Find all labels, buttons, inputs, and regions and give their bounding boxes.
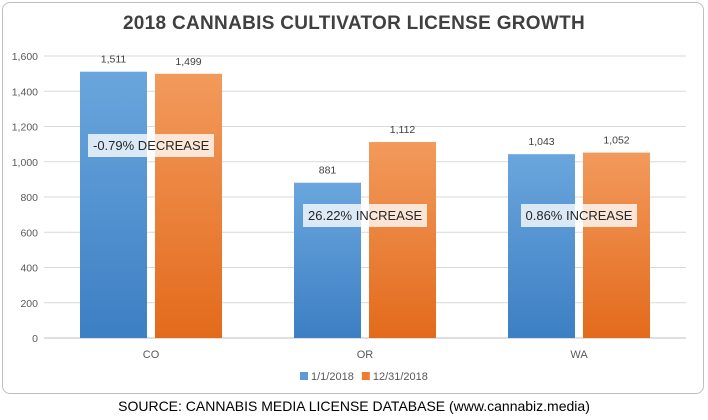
y-tick-label: 400 [20,263,38,275]
annotation-wa: 0.86% INCREASE [520,204,638,227]
y-tick-label: 800 [20,192,38,204]
bar-or-orange [369,142,436,338]
y-tick-label: 1,600 [12,51,38,63]
x-category-label: WA [570,349,588,361]
data-label: 1,043 [528,136,554,148]
x-category-label: CO [143,349,160,361]
bar-co-orange [155,73,222,339]
data-label: 1,112 [390,124,416,136]
y-tick-label: 600 [20,227,38,239]
y-tick-label: 1,400 [12,86,38,98]
y-tick-label: 200 [20,298,38,310]
legend-label: 12/31/2018 [373,371,428,383]
bar-wa-blue [508,154,575,338]
y-tick-label: 1,000 [12,157,38,169]
data-label: 1,052 [603,135,629,147]
bar-wa-orange [583,152,650,338]
source-caption: SOURCE: CANNABIS MEDIA LICENSE DATABASE … [118,398,590,414]
legend-swatch-orange [361,372,370,380]
annotation-or: 26.22% INCREASE [303,204,428,227]
chart-title: 2018 CANNABIS CULTIVATOR LICENSE GROWTH [122,13,586,34]
x-category-label: OR [357,349,374,361]
bar-co-blue [80,71,147,338]
y-tick-label: 1,200 [12,122,38,134]
legend-swatch-blue [300,372,308,380]
data-label: 1,499 [175,56,201,68]
data-label: 1,511 [101,54,127,66]
y-tick-label: 0 [32,333,38,345]
data-label: 881 [319,165,337,177]
legend-label: 1/1/2018 [311,371,354,383]
annotation-co: -0.79% DECREASE [88,134,215,157]
